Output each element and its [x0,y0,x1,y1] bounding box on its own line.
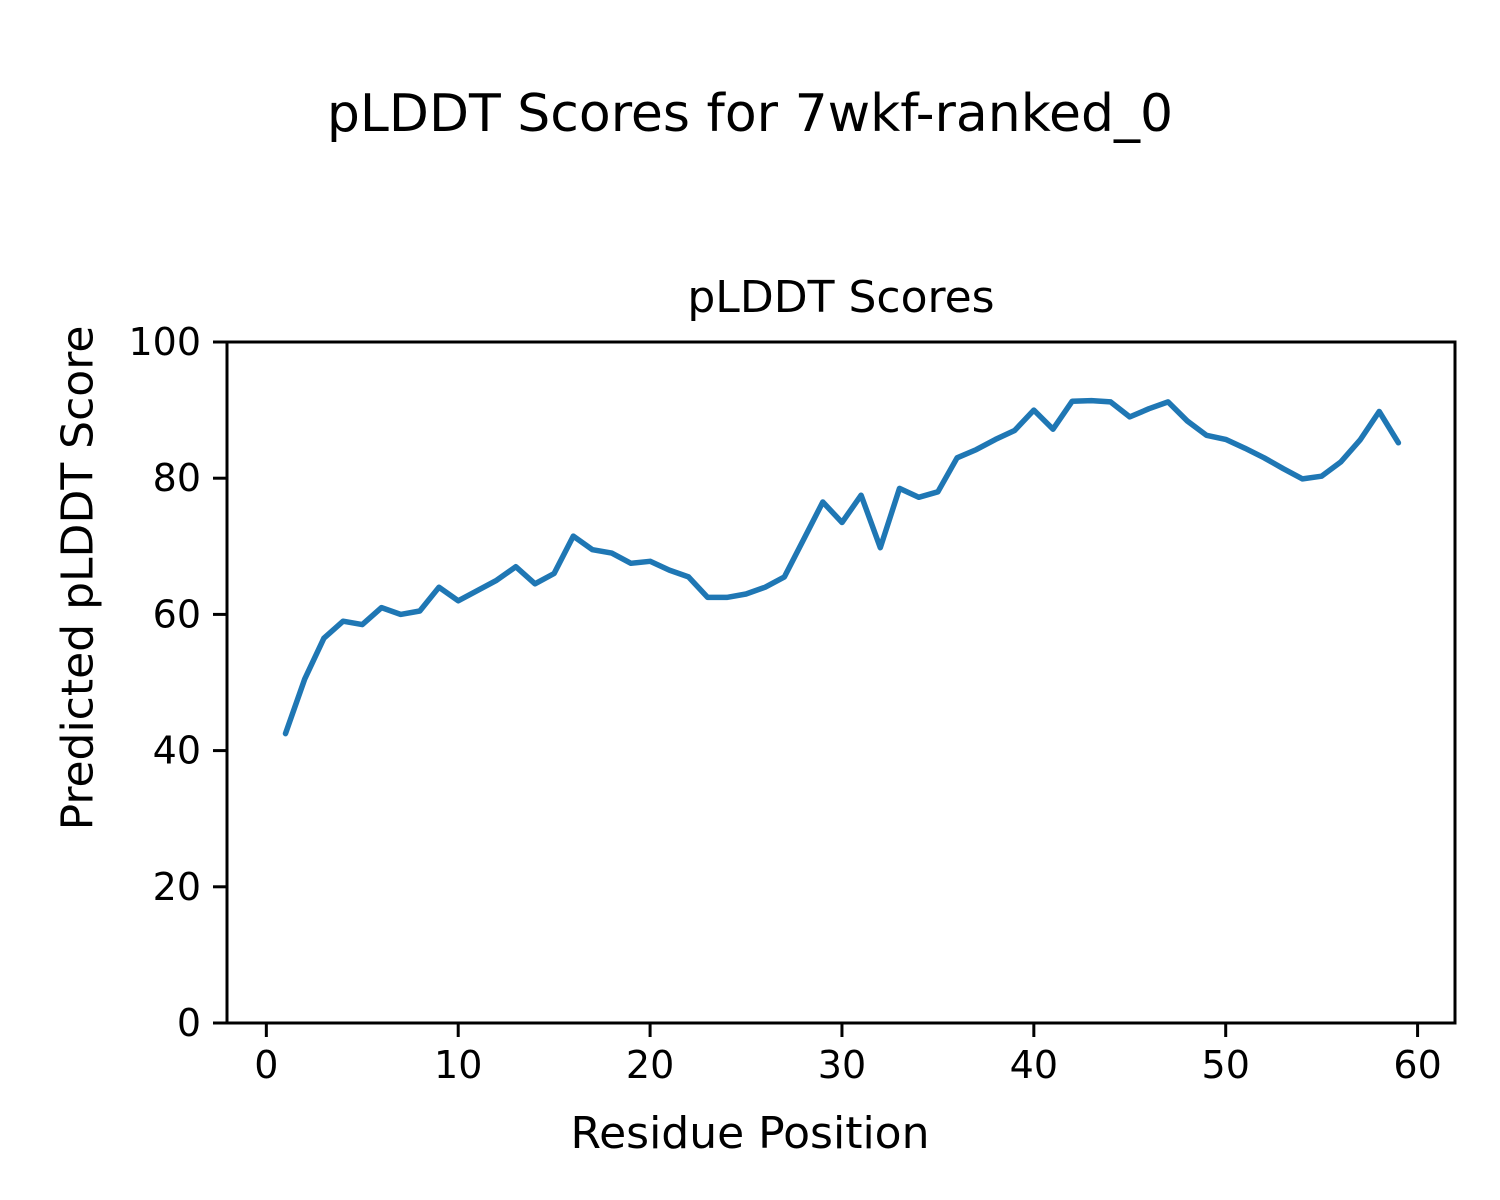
plddt-series-line [282,397,1402,737]
axes-title: pLDDT Scores [687,272,995,323]
x-tick-label: 10 [434,1043,482,1087]
y-tick-label: 80 [153,456,201,500]
axes-frame [225,340,1457,1025]
x-tick-label: 0 [254,1043,278,1087]
y-tick-label: 100 [128,320,201,364]
y-tick-label: 40 [153,729,201,773]
x-axis-label: Residue Position [570,1108,930,1159]
x-tick-label: 20 [626,1043,674,1087]
x-tick-label: 30 [818,1043,866,1087]
figure-title: pLDDT Scores for 7wkf-ranked_0 [326,84,1174,144]
y-tick-label: 0 [177,1001,201,1045]
x-tick-label: 50 [1202,1043,1250,1087]
y-tick-label: 60 [153,592,201,636]
y-tick-label: 20 [153,865,201,909]
x-tick-label: 40 [1010,1043,1058,1087]
x-tick-label: 60 [1393,1043,1441,1087]
